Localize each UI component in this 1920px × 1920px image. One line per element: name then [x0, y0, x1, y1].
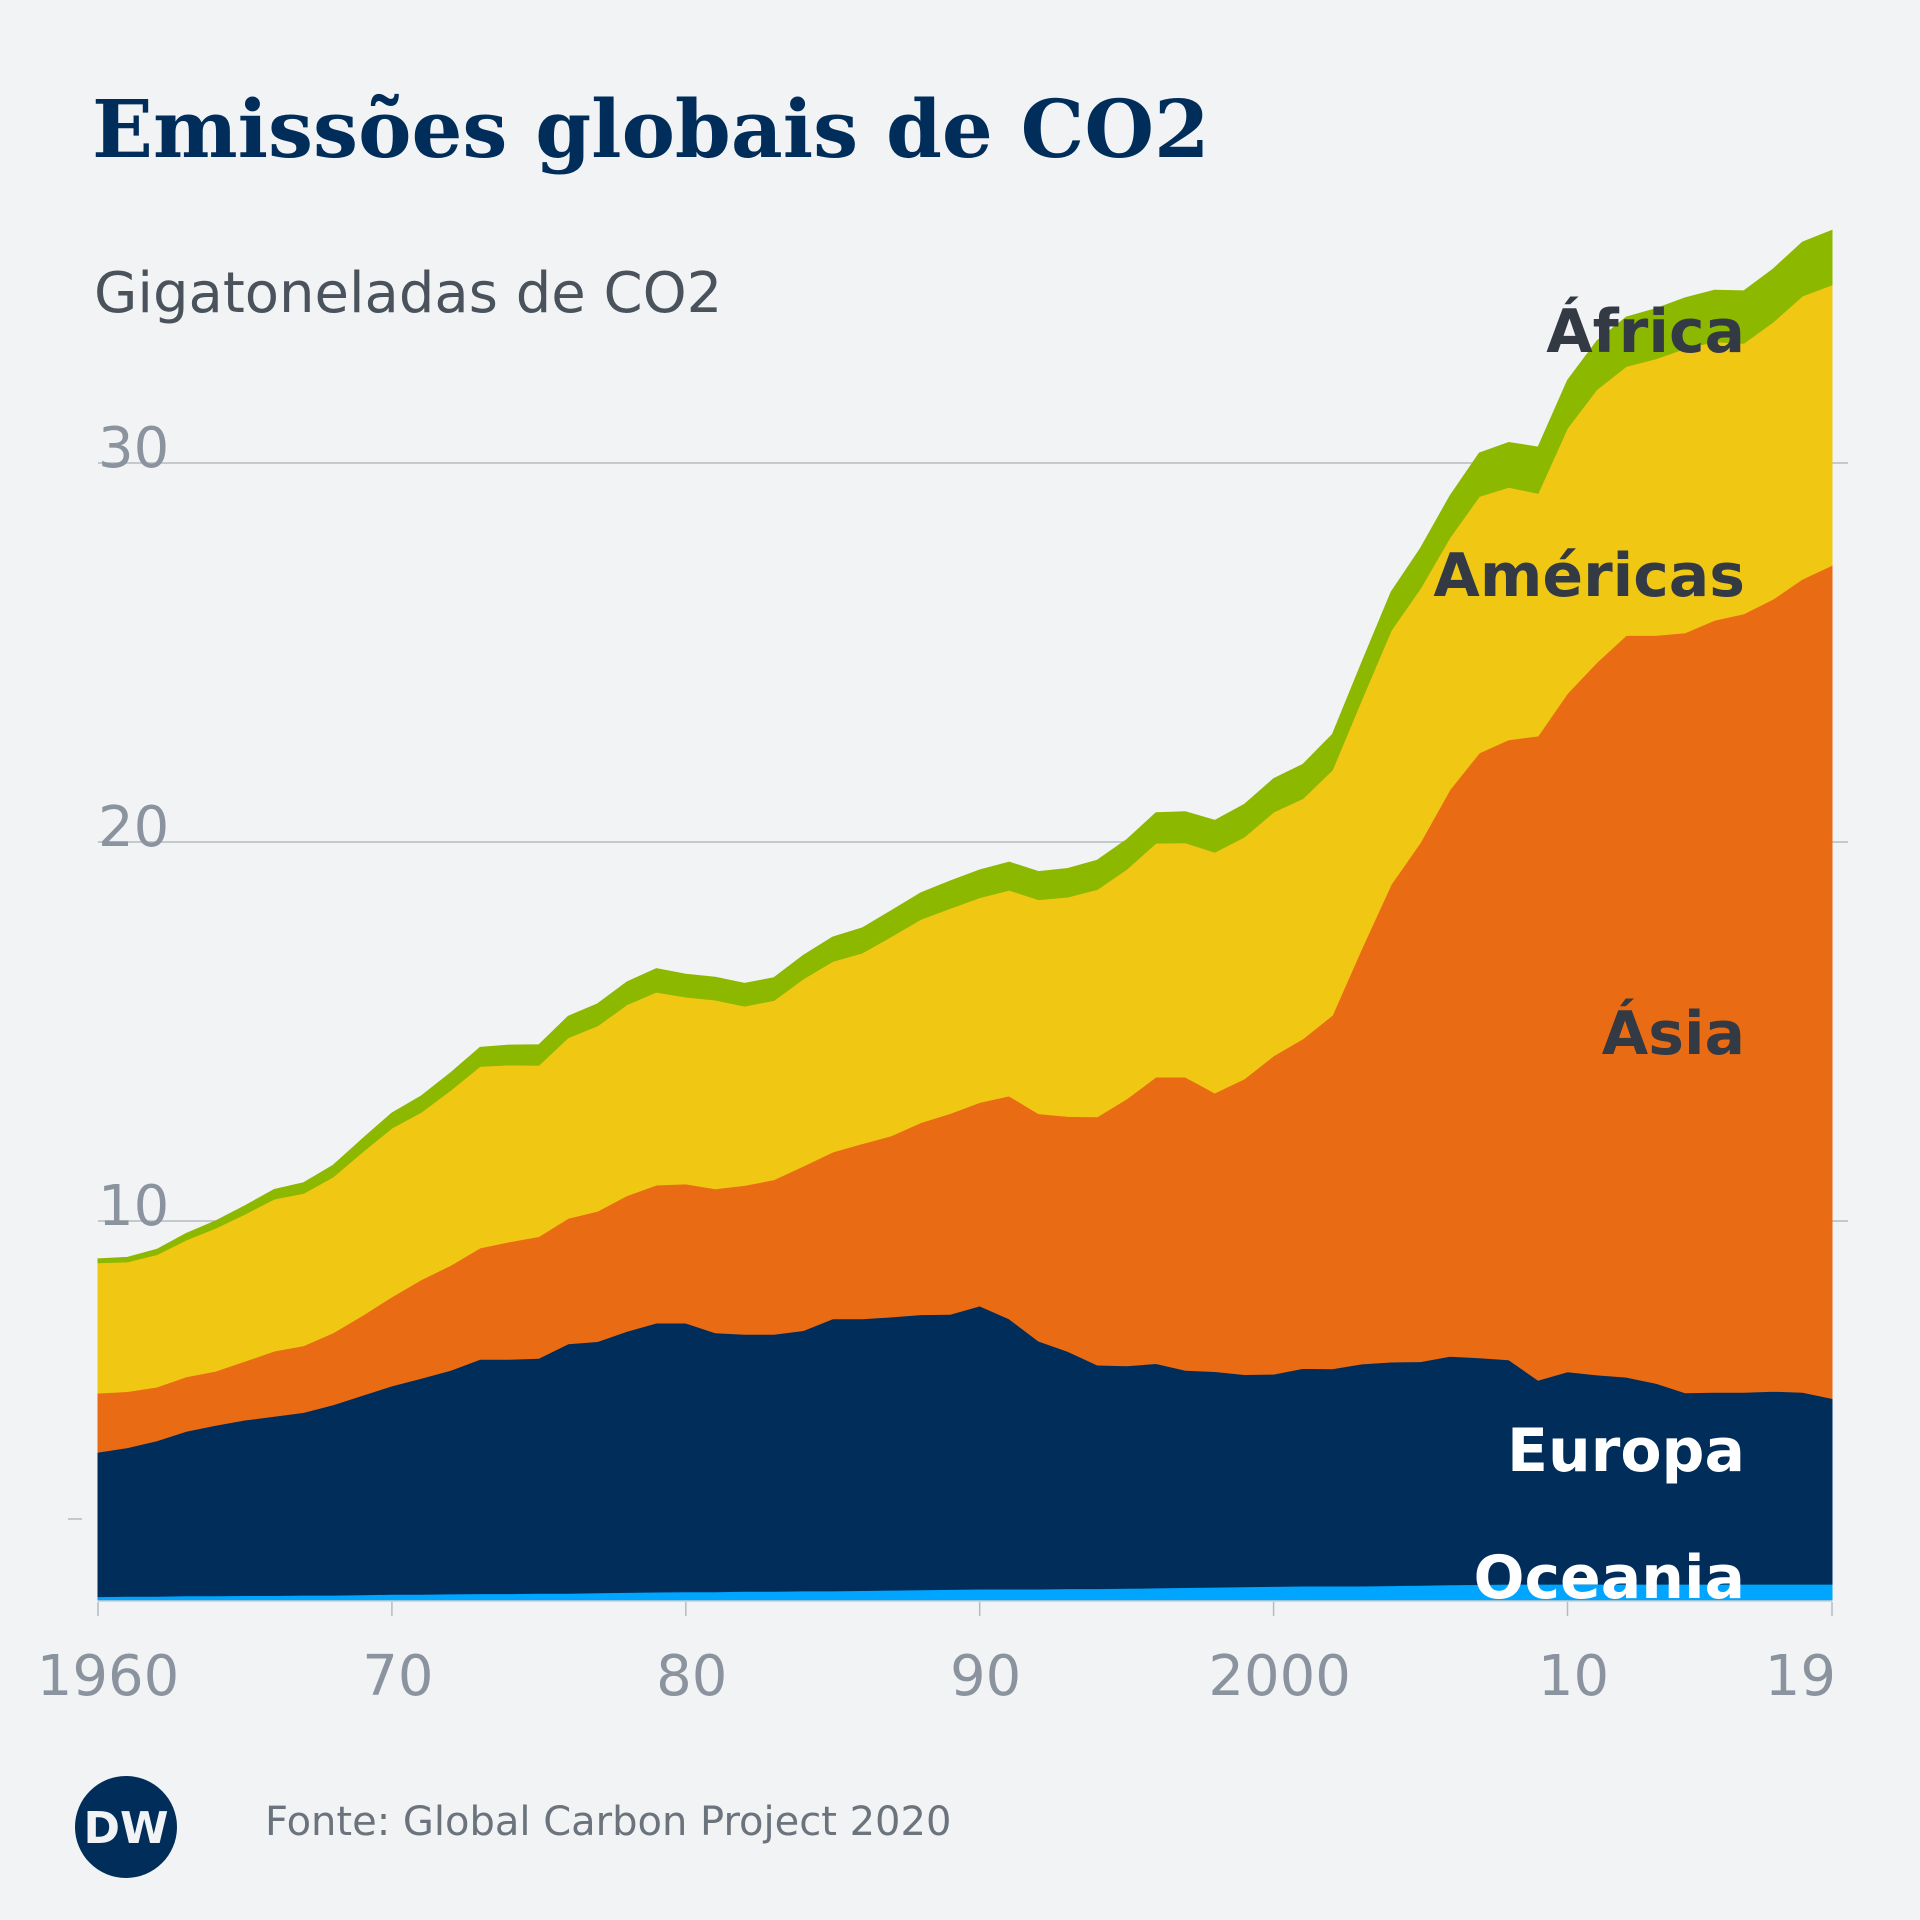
y-tick-label-30: 30 [98, 416, 169, 481]
series-label-oceania: Oceania [1473, 1543, 1745, 1613]
source-note: Fonte: Global Carbon Project 2020 [265, 1799, 951, 1845]
x-axis: 1960 70 80 90 2000 10 19 [37, 1600, 1836, 1709]
x-tick-label-1980: 80 [656, 1644, 727, 1709]
x-tick-label-2010: 10 [1538, 1644, 1609, 1709]
x-tick-label-2019: 19 [1765, 1644, 1836, 1709]
x-tick-label-1990: 90 [950, 1644, 1021, 1709]
x-tick-label-1970: 70 [362, 1644, 433, 1709]
area-africa [97, 229, 1833, 1264]
x-tick-label-2000: 2000 [1208, 1644, 1351, 1709]
y-tick-label-10: 10 [98, 1174, 169, 1239]
chart-title: Emissões globais de CO2 [92, 82, 1210, 176]
series-labels: Oceania Europa Ásia Américas África [1433, 296, 1745, 1613]
series-label-europa: Europa [1507, 1416, 1745, 1486]
series-label-asia: Ásia [1602, 998, 1745, 1069]
dw-logo-text: DW [83, 1803, 168, 1854]
series-label-americas: Américas [1433, 541, 1745, 611]
y-axis: 10 20 30 [98, 416, 169, 1239]
series-label-africa: África [1546, 296, 1745, 367]
x-tick-label-1960: 1960 [37, 1644, 180, 1709]
chart-subtitle: Gigatoneladas de CO2 [94, 261, 722, 326]
dw-logo-circle [75, 1776, 177, 1878]
y-tick-label-20: 20 [98, 795, 169, 860]
stacked-areas [97, 229, 1833, 1601]
dw-logo: DW [75, 1776, 177, 1878]
